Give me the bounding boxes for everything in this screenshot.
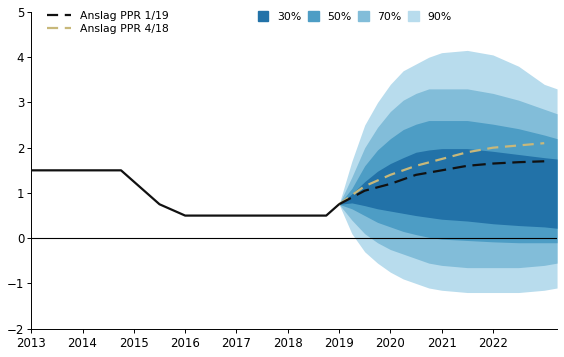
Legend: 30%, 50%, 70%, 90%: 30%, 50%, 70%, 90% xyxy=(258,11,452,21)
